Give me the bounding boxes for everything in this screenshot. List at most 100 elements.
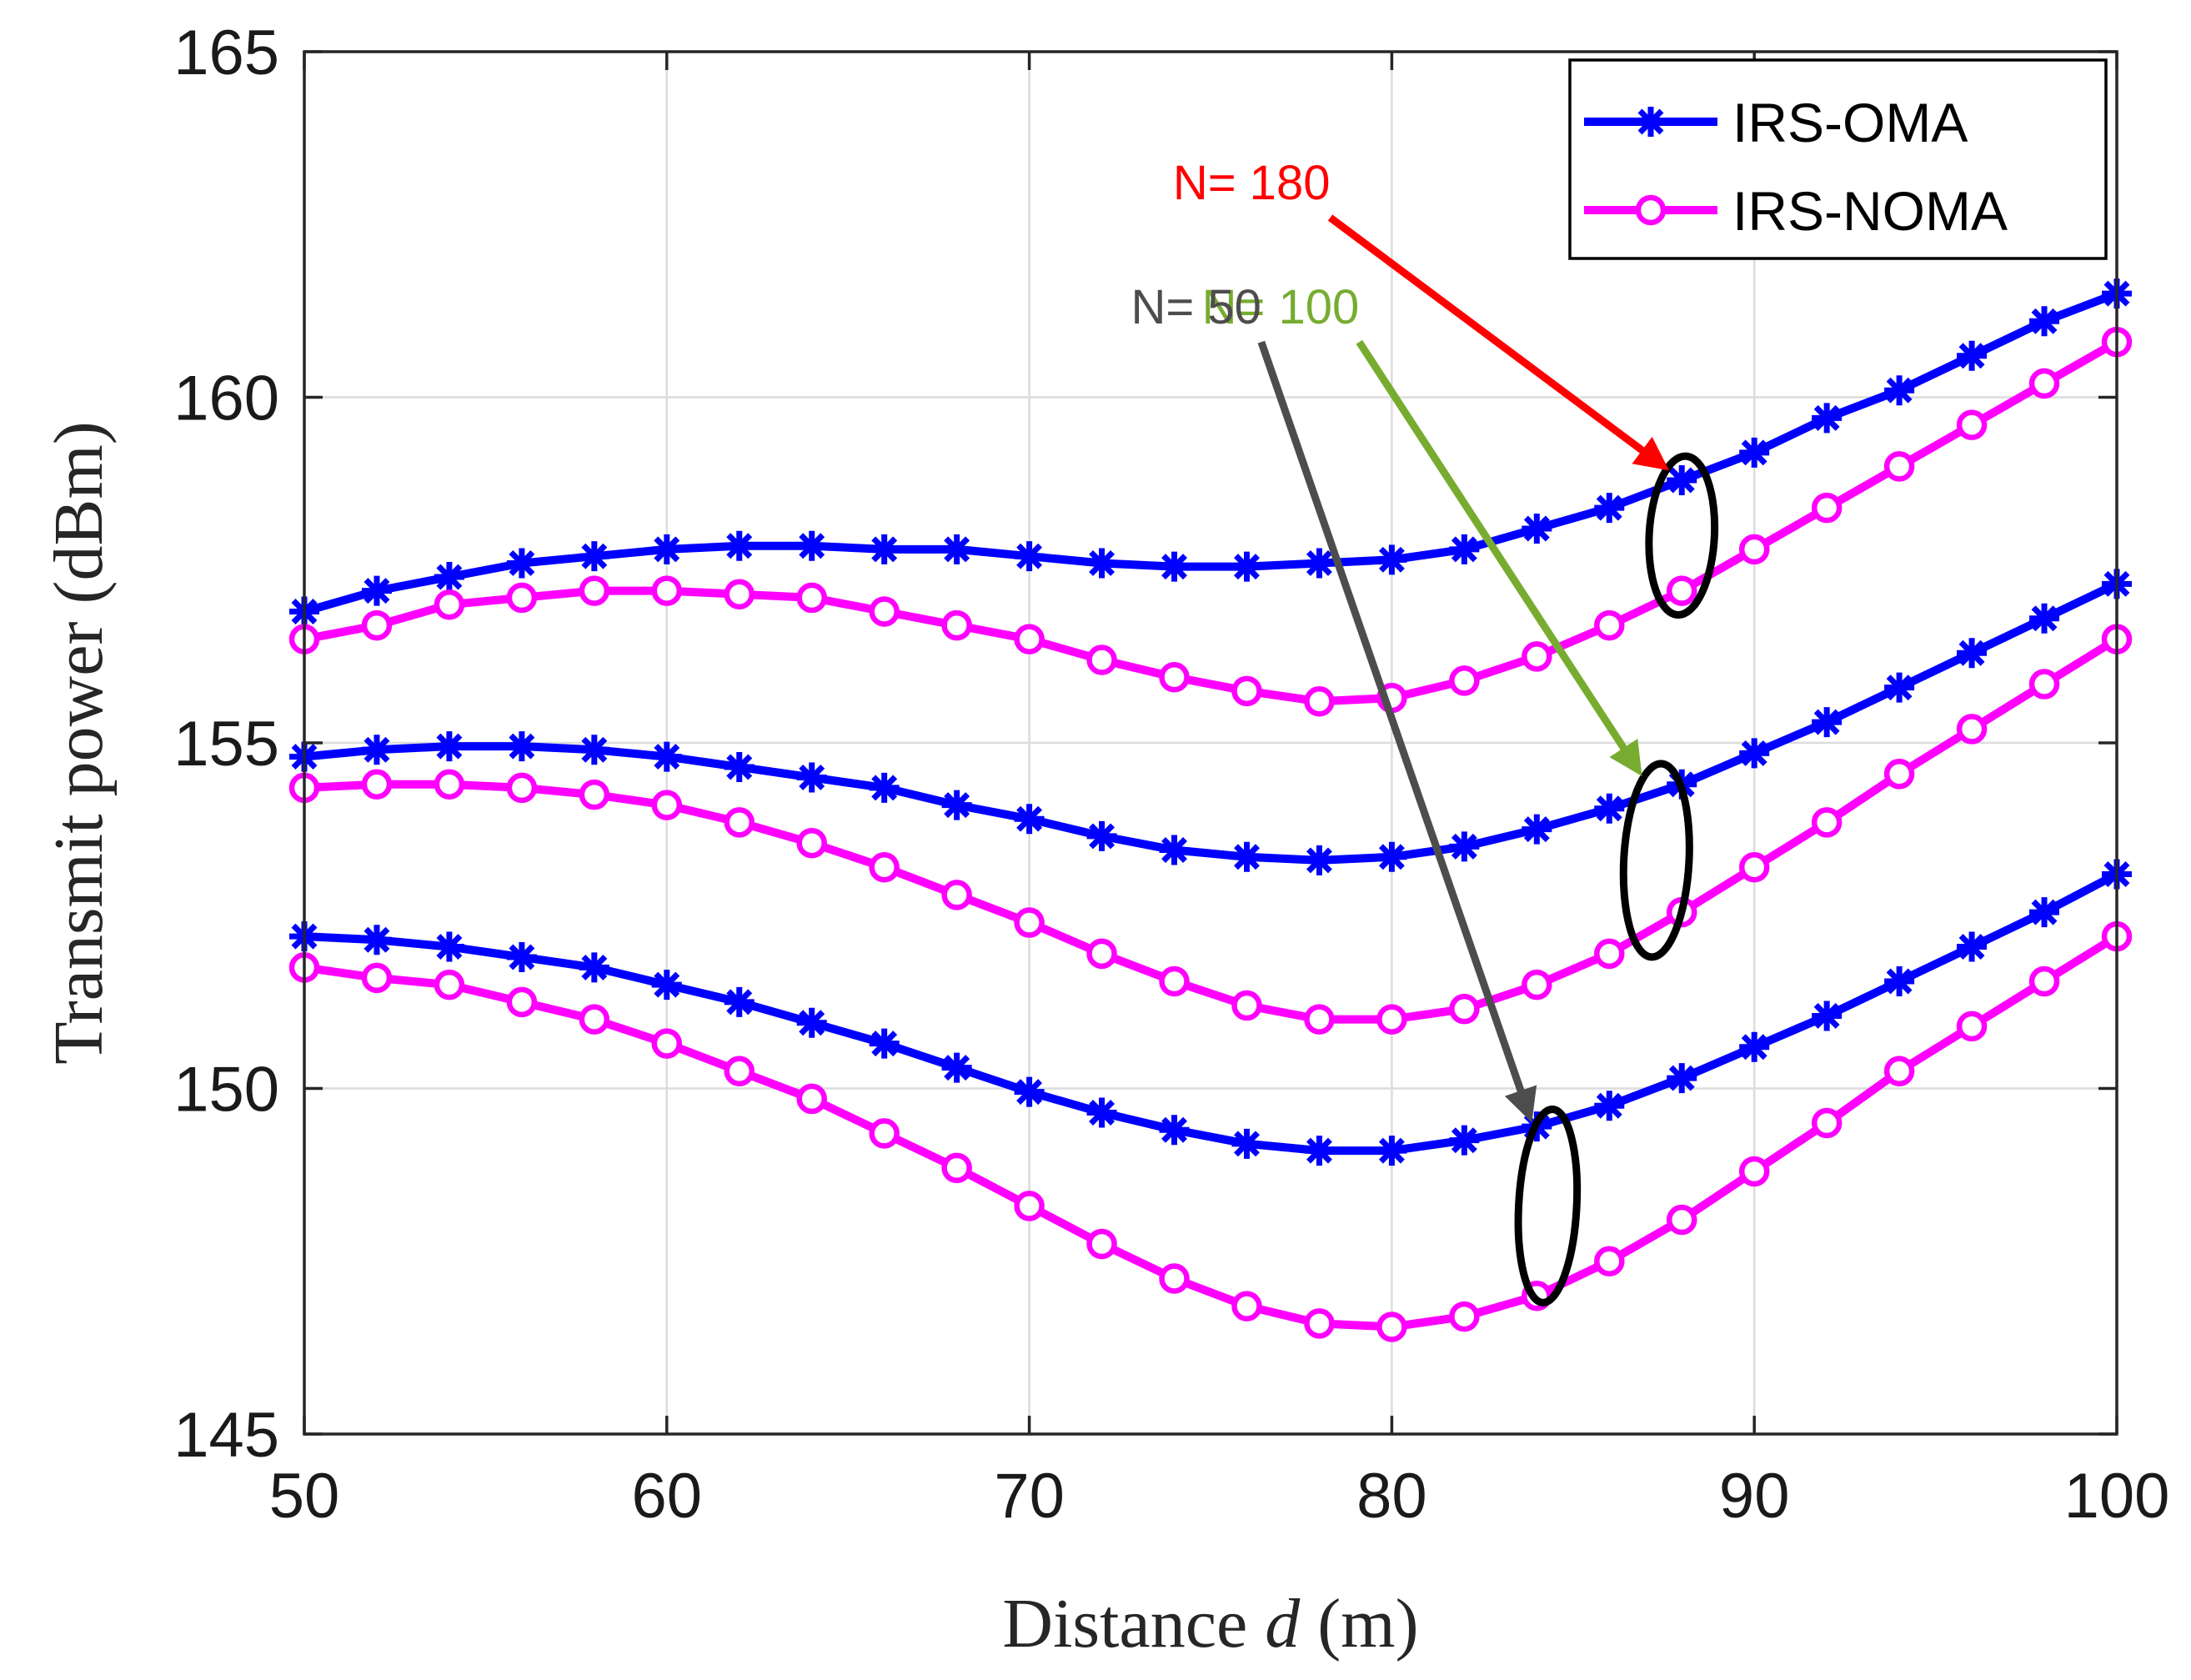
- data-point-irs-oma-n-50: [1086, 1097, 1117, 1128]
- data-point-irs-noma-n-50: [1086, 1228, 1117, 1260]
- data-point-irs-oma-n-100: [796, 762, 827, 793]
- data-point-irs-oma-n-50: [361, 925, 392, 955]
- data-point-irs-oma-n-100: [1304, 845, 1335, 875]
- data-point-irs-noma-n-50: [941, 1152, 972, 1184]
- data-point-irs-oma-n-50: [2029, 897, 2060, 928]
- data-point-irs-noma-n-50: [724, 1056, 755, 1087]
- data-point-irs-oma-n-180: [1884, 375, 1915, 406]
- data-point-irs-noma-n-180: [1594, 609, 1625, 641]
- data-point-irs-noma-n-180: [869, 596, 900, 627]
- data-point-irs-noma-n-180: [1231, 675, 1262, 707]
- y-tick-label: 145: [173, 1400, 279, 1471]
- data-point-irs-noma-n-180: [1086, 644, 1117, 675]
- data-point-irs-oma-n-100: [1231, 841, 1262, 872]
- data-point-irs-noma-n-100: [869, 851, 900, 883]
- data-point-irs-noma-n-100: [1376, 1004, 1407, 1035]
- legend-label-irs-noma: IRS-NOMA: [1732, 180, 2008, 242]
- data-point-irs-noma-n-100: [1014, 907, 1045, 938]
- data-point-irs-oma-n-180: [1812, 403, 1843, 434]
- data-point-irs-oma-n-100: [1522, 814, 1552, 845]
- y-axis-title: Transmit power (dBm): [40, 421, 118, 1065]
- data-point-irs-oma-n-50: [1957, 931, 1988, 962]
- data-point-irs-oma-n-100: [651, 741, 682, 772]
- legend-marker-irs-noma: [1635, 194, 1667, 226]
- data-point-irs-oma-n-50: [579, 952, 609, 983]
- data-point-irs-oma-n-50: [941, 1052, 972, 1083]
- data-point-irs-noma-n-180: [1883, 451, 1915, 482]
- data-point-irs-oma-n-100: [361, 735, 392, 765]
- data-point-irs-noma-n-50: [1956, 1011, 1988, 1042]
- data-point-irs-noma-n-180: [796, 582, 827, 614]
- annotation-arrow-n-100: [1356, 339, 1642, 776]
- annotation-label-n-50: N= 50: [1131, 280, 1261, 334]
- data-point-irs-noma-n-180: [1522, 641, 1552, 672]
- data-point-irs-noma-n-180: [1014, 624, 1045, 654]
- data-point-irs-noma-n-100: [1594, 938, 1625, 970]
- data-point-irs-noma-n-180: [579, 575, 610, 606]
- data-point-irs-noma-n-180: [1449, 665, 1480, 696]
- data-point-irs-oma-n-100: [1449, 831, 1480, 862]
- data-point-irs-oma-n-100: [1812, 707, 1843, 738]
- data-point-irs-noma-n-50: [1666, 1204, 1697, 1236]
- data-point-irs-noma-n-100: [2028, 669, 2060, 700]
- x-tick-label: 90: [1719, 1461, 1790, 1532]
- data-point-irs-oma-n-180: [1594, 493, 1625, 524]
- legend: IRS-OMA IRS-NOMA: [1568, 58, 2108, 260]
- legend-box: [1568, 58, 2108, 260]
- y-tick-label: 150: [173, 1055, 279, 1126]
- data-point-irs-oma-n-100: [1014, 804, 1045, 835]
- data-point-irs-noma-n-100: [1522, 969, 1552, 1000]
- data-point-irs-noma-n-180: [361, 609, 393, 641]
- data-point-irs-noma-n-100: [796, 827, 827, 859]
- data-point-irs-oma-n-100: [1376, 841, 1407, 872]
- data-point-irs-oma-n-180: [1231, 551, 1262, 582]
- data-point-irs-noma-n-100: [1086, 938, 1117, 970]
- data-point-irs-oma-n-180: [869, 534, 900, 564]
- y-tick-label: 155: [173, 709, 279, 780]
- data-point-irs-oma-n-50: [651, 970, 682, 1000]
- annotation-arrow-n-180: [1327, 214, 1669, 471]
- data-point-irs-oma-n-180: [1739, 437, 1770, 468]
- annotation-ellipse-n-100: [1619, 760, 1693, 961]
- data-point-irs-oma-n-180: [1304, 548, 1335, 579]
- data-point-irs-noma-n-50: [1014, 1191, 1045, 1221]
- annotation-ellipse-n-180: [1645, 452, 1719, 619]
- data-point-irs-oma-n-100: [506, 731, 537, 762]
- legend-marker-irs-oma: [1636, 107, 1666, 137]
- x-tick-label: 100: [2064, 1461, 2170, 1532]
- data-point-irs-noma-n-50: [506, 986, 538, 1018]
- data-point-irs-noma-n-100: [1159, 965, 1190, 997]
- data-point-irs-noma-n-100: [651, 790, 683, 820]
- data-point-irs-oma-n-50: [724, 986, 755, 1017]
- data-point-irs-oma-n-180: [724, 530, 755, 561]
- data-point-irs-oma-n-50: [1231, 1128, 1262, 1159]
- data-point-irs-oma-n-50: [1812, 1000, 1843, 1031]
- data-point-irs-noma-n-100: [1304, 1004, 1335, 1035]
- data-point-irs-noma-n-50: [1738, 1156, 1770, 1187]
- data-point-irs-noma-n-100: [1811, 807, 1843, 838]
- data-point-irs-oma-n-100: [434, 731, 464, 762]
- data-point-irs-oma-n-50: [1449, 1125, 1480, 1156]
- data-point-irs-oma-n-180: [434, 562, 464, 593]
- data-point-irs-oma-n-100: [579, 735, 609, 765]
- data-point-irs-noma-n-50: [1231, 1291, 1262, 1321]
- series-irs-oma-n-180: [289, 278, 2132, 627]
- data-point-irs-noma-n-50: [434, 969, 465, 1000]
- data-point-irs-noma-n-180: [506, 582, 538, 614]
- x-tick-label: 50: [269, 1461, 340, 1532]
- data-point-irs-oma-n-180: [1159, 551, 1190, 582]
- annotation-arrow-n-50: [1257, 340, 1537, 1123]
- data-point-irs-oma-n-100: [724, 752, 755, 783]
- data-point-irs-noma-n-50: [2028, 965, 2060, 997]
- x-tick-label: 70: [994, 1461, 1065, 1532]
- data-point-irs-oma-n-180: [506, 548, 537, 579]
- data-point-irs-oma-n-50: [1159, 1115, 1190, 1146]
- data-point-irs-noma-n-180: [1304, 686, 1335, 717]
- data-point-irs-noma-n-180: [941, 609, 972, 641]
- data-point-irs-oma-n-50: [1594, 1091, 1625, 1121]
- data-point-irs-noma-n-100: [1449, 993, 1480, 1025]
- data-point-irs-oma-n-180: [361, 575, 392, 606]
- data-point-irs-oma-n-100: [1594, 793, 1625, 824]
